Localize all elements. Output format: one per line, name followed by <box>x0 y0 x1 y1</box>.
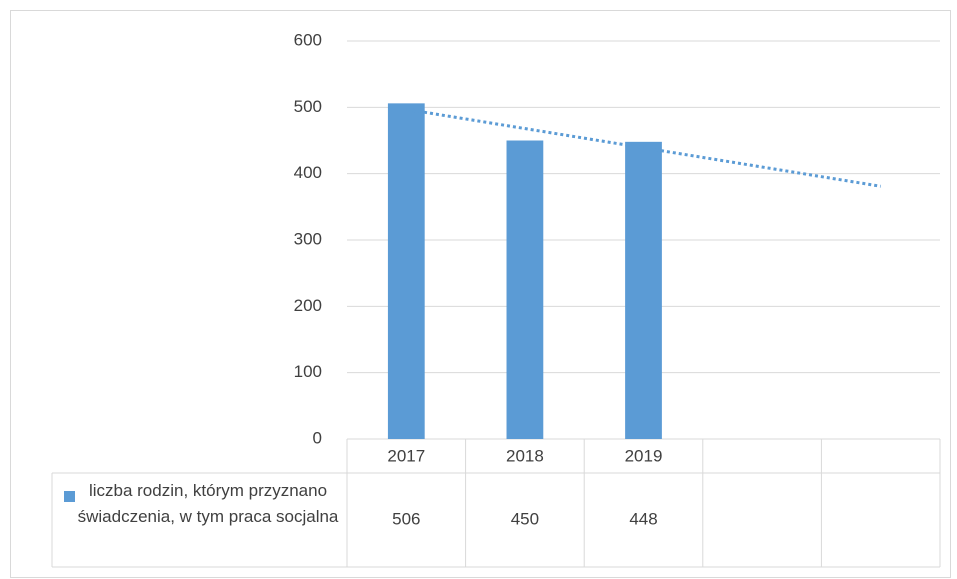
bar <box>506 140 544 439</box>
y-tick-label: 100 <box>294 362 322 381</box>
y-tick-label: 0 <box>313 428 322 447</box>
legend-swatch <box>64 491 75 502</box>
bar <box>625 141 662 439</box>
table-value: 448 <box>629 509 657 528</box>
y-tick-label: 500 <box>294 97 322 116</box>
table-value: 506 <box>392 509 420 528</box>
trendline <box>406 107 881 188</box>
y-tick-label: 300 <box>294 229 322 248</box>
y-tick-label: 600 <box>294 30 322 49</box>
legend-box: liczba rodzin, którym przyznano świadcze… <box>77 481 339 526</box>
x-tick-label: 2019 <box>625 446 663 465</box>
x-tick-label: 2018 <box>506 446 544 465</box>
x-tick-label: 2017 <box>387 446 425 465</box>
chart-border <box>10 10 951 578</box>
bar <box>387 103 425 439</box>
y-tick-label: 200 <box>294 296 322 315</box>
legend-label: liczba rodzin, którym przyznano świadcze… <box>77 481 339 526</box>
table-value: 450 <box>511 509 539 528</box>
y-tick-label: 400 <box>294 163 322 182</box>
